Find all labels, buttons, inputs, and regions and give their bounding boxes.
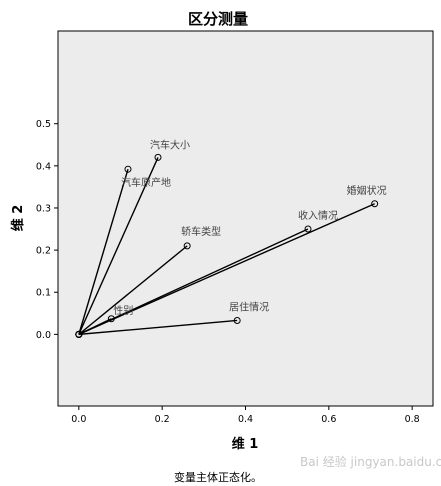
x-tick-label: 0.2 xyxy=(155,414,170,425)
y-tick-label: 0.5 xyxy=(36,119,51,130)
point-label: 居住情况 xyxy=(229,300,269,313)
vector-line xyxy=(78,203,375,336)
x-tick-label: 0.6 xyxy=(321,414,336,425)
y-tick-label: 0.4 xyxy=(36,161,51,172)
data-point xyxy=(107,315,115,323)
point-label: 汽车大小 xyxy=(150,138,190,151)
y-tick-label: 0.3 xyxy=(36,203,51,214)
y-tick-label: 0.1 xyxy=(36,288,51,299)
data-point xyxy=(233,316,241,324)
origin-point xyxy=(75,330,83,338)
vector-line xyxy=(78,245,188,335)
data-points xyxy=(75,153,379,338)
point-label: 性别 xyxy=(113,304,133,317)
data-point xyxy=(183,242,191,250)
x-axis-ticks: 0.0 0.2 0.4 0.6 0.8 xyxy=(71,406,420,425)
vector-line xyxy=(78,318,112,336)
y-tick-label: 0.2 xyxy=(36,246,51,257)
data-point xyxy=(371,200,379,208)
vector-line xyxy=(78,319,238,336)
point-label: 汽车原产地 xyxy=(121,176,171,189)
vector-line xyxy=(78,157,159,335)
footnote: 变量主体正态化。 xyxy=(174,470,262,484)
chart-title: 区分测量 xyxy=(188,10,248,28)
x-tick-label: 0.8 xyxy=(405,414,420,425)
point-label: 婚姻状况 xyxy=(347,184,387,197)
x-tick-label: 0.4 xyxy=(238,414,253,425)
vector-lines xyxy=(78,157,375,336)
data-point xyxy=(124,165,132,173)
y-axis-title: 维 2 xyxy=(10,205,26,232)
data-point xyxy=(304,225,312,233)
x-axis-title: 维 1 xyxy=(232,436,259,452)
point-label: 收入情况 xyxy=(298,209,338,222)
vector-line xyxy=(78,169,129,335)
watermark: Bai 经验 jingyan.baidu.com xyxy=(300,454,441,469)
x-tick-label: 0.0 xyxy=(71,414,86,425)
y-axis-ticks: 0.0 0.1 0.2 0.3 0.4 0.5 xyxy=(36,119,58,341)
plot-area xyxy=(57,30,434,407)
y-tick-label: 0.0 xyxy=(36,330,51,341)
vector-line xyxy=(78,228,309,336)
point-label: 轿车类型 xyxy=(181,225,221,238)
data-point xyxy=(154,153,162,161)
